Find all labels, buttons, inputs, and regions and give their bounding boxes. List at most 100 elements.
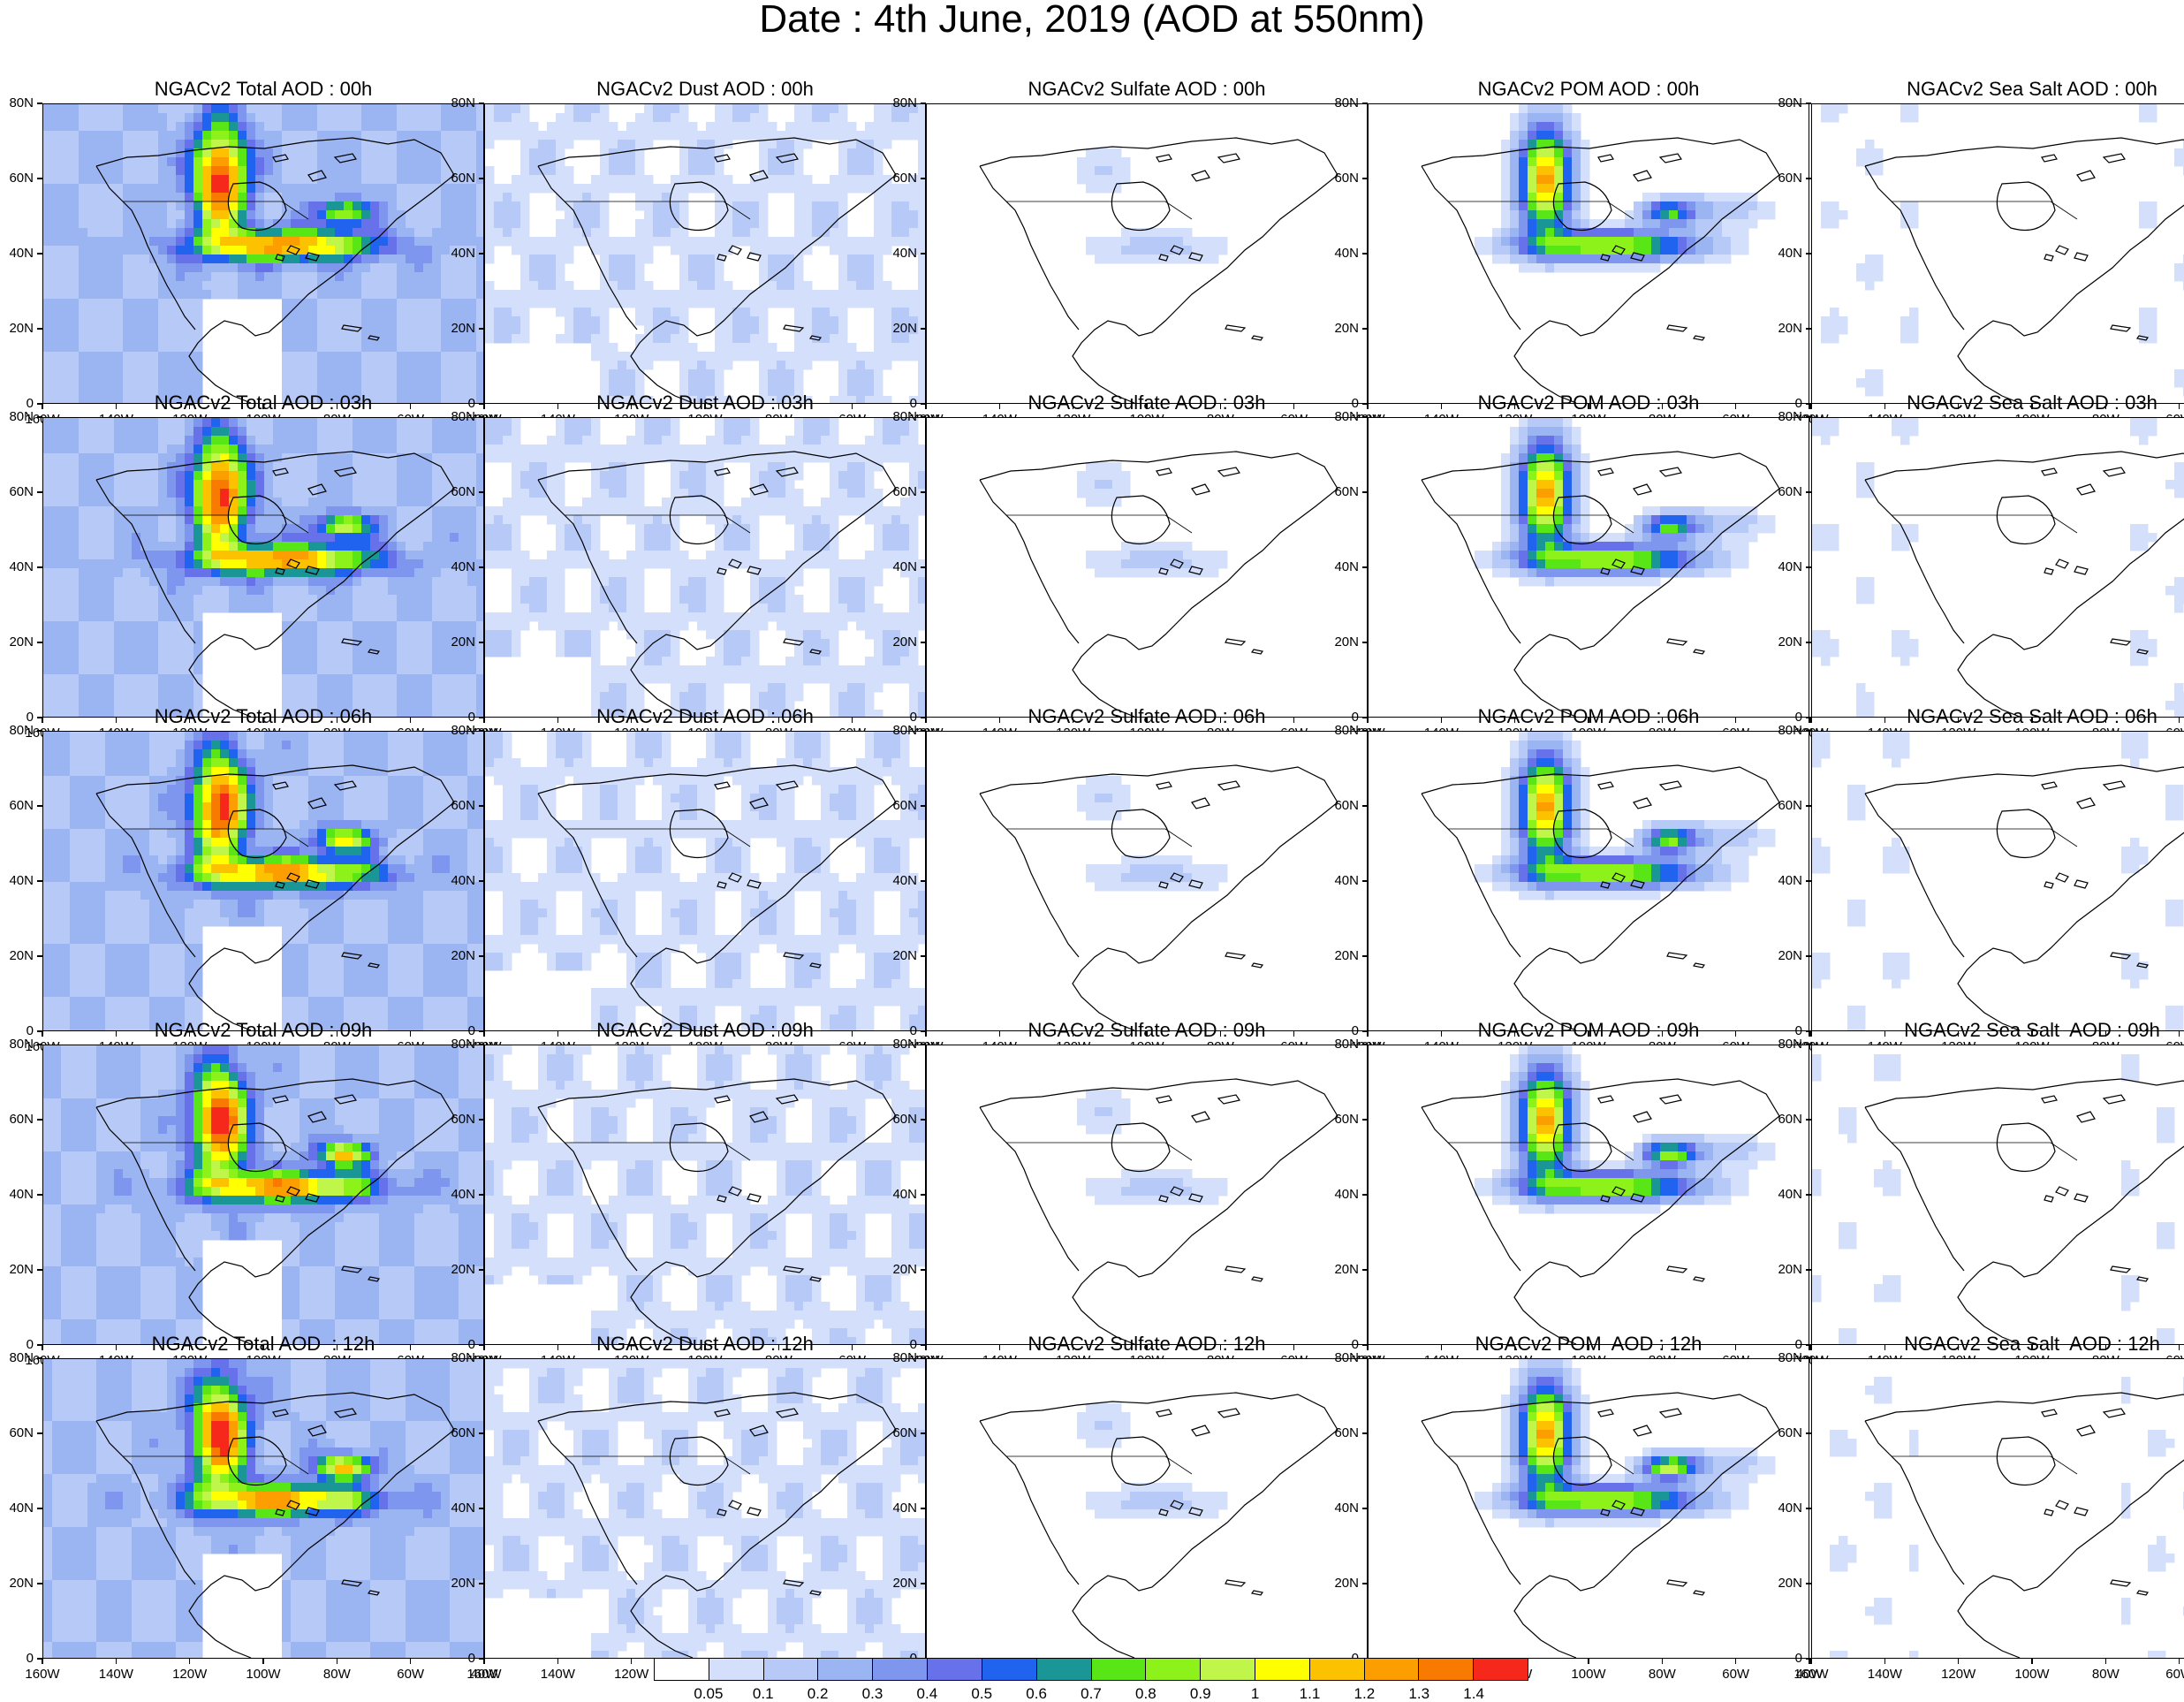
latitude-tick-label: 60N: [9, 1425, 34, 1440]
latitude-tick-label: 80N: [1778, 1037, 1802, 1052]
latitude-tick: [1806, 1044, 1811, 1045]
latitude-tick-label: 60N: [1778, 484, 1802, 499]
latitude-tick: [479, 955, 484, 957]
map-panel: NGACv2 Dust AOD : 09h80N60N40N20N0160W14…: [451, 1020, 939, 1368]
latitude-tick: [37, 1357, 42, 1359]
latitude-tick-label: 80N: [892, 1037, 917, 1052]
longitude-tick: [336, 404, 338, 409]
panel-title: NGACv2 Dust AOD : 00h: [596, 78, 814, 100]
map-panel: NGACv2 Sulfate AOD : 00h80N60N40N20N0160…: [892, 79, 1381, 427]
latitude-tick: [479, 1030, 484, 1032]
latitude-tick-label: 60N: [9, 484, 34, 499]
panel-title: NGACv2 Sea Salt AOD : 03h: [1907, 391, 2157, 414]
latitude-tick: [921, 1432, 926, 1434]
latitude-tick: [1806, 880, 1811, 882]
longitude-tick: [1072, 1031, 1074, 1037]
latitude-tick: [1362, 103, 1368, 104]
longitude-tick: [630, 1031, 633, 1037]
coastline: [1600, 872, 1645, 889]
colorbar-label: 1: [1250, 1685, 1260, 1702]
latitude-tick: [921, 1044, 926, 1045]
map-frame: [1368, 417, 1809, 718]
map-frame: [926, 731, 1368, 1031]
longitude-tick-label: 140W: [540, 1667, 575, 1682]
latitude-tick-label: 0: [1794, 1337, 1802, 1352]
longitude-tick: [188, 1345, 191, 1350]
latitude-tick: [37, 328, 42, 330]
coastline: [1421, 137, 1780, 403]
latitude-tick: [921, 880, 926, 882]
coastline: [714, 467, 822, 655]
aod-field-map: [979, 1078, 1338, 1344]
colorbar-label: 0.6: [1026, 1685, 1047, 1702]
latitude-tick-label: 80N: [9, 1350, 34, 1365]
aod-field-map: [1812, 418, 2184, 717]
coastline: [979, 1078, 1338, 1344]
latitude-tick-label: 40N: [892, 1187, 917, 1202]
longitude-tick: [998, 718, 1001, 723]
border-line: [1006, 201, 1193, 220]
panel-title: NGACv2 Total AOD : 06h: [154, 705, 373, 727]
longitude-tick: [2104, 1031, 2107, 1037]
map-panel: NGACv2 Total AOD : 09h80N60N40N20N0160W1…: [9, 1020, 497, 1368]
coastline: [1421, 764, 1780, 1030]
aod-field-map: [1830, 1377, 2184, 1658]
latitude-tick-label: 20N: [1778, 634, 1802, 650]
latitude-tick-label: 20N: [1778, 321, 1802, 336]
latitude-tick-label: 20N: [1334, 634, 1359, 650]
latitude-tick: [1362, 416, 1368, 418]
latitude-tick: [1362, 1357, 1368, 1359]
longitude-tick-label: 40W: [1795, 1667, 1824, 1682]
longitude-tick: [630, 718, 633, 723]
coastline: [95, 1078, 455, 1344]
colorbar-swatch: [763, 1659, 819, 1680]
latitude-tick-label: 80N: [892, 95, 917, 110]
coastline: [2044, 245, 2089, 262]
map-panel: NGACv2 Dust AOD : 06h80N60N40N20N0160W14…: [451, 706, 939, 1054]
latitude-tick-label: 40N: [1334, 559, 1359, 574]
latitude-tick: [921, 1357, 926, 1359]
coastline: [717, 1500, 762, 1516]
latitude-tick-label: 0: [467, 1337, 475, 1352]
coastline: [272, 780, 380, 969]
aod-field-map: [43, 104, 483, 403]
latitude-tick-label: 80N: [1778, 95, 1802, 110]
latitude-tick-label: 0: [1794, 1023, 1802, 1038]
map-panel: NGACv2 Total AOD : 06h80N60N40N20N0160W1…: [9, 706, 497, 1054]
latitude-tick-label: 40N: [1334, 246, 1359, 261]
coastline: [714, 153, 822, 341]
colorbar: [654, 1658, 1528, 1681]
border-line: [565, 201, 751, 220]
map-frame: [1811, 731, 2184, 1031]
aod-field-map: [485, 104, 925, 403]
colorbar-swatch: [1036, 1659, 1092, 1680]
latitude-tick-label: 40N: [451, 246, 475, 261]
longitude-tick: [1588, 718, 1589, 723]
map-panel: NGACv2 Total AOD : 12h 80N 60N 40N 20N 0 160W 1…: [9, 1333, 497, 1682]
border-line: [1892, 201, 2078, 220]
latitude-tick-label: 80N: [1334, 95, 1359, 110]
longitude-tick: [188, 404, 191, 409]
latitude-tick: [1362, 730, 1368, 732]
latitude-tick-label: 60N: [1334, 798, 1359, 813]
coastline: [717, 558, 762, 575]
longitude-tick: [1734, 404, 1737, 409]
latitude-tick: [921, 1508, 926, 1509]
coastline: [1156, 1094, 1263, 1282]
latitude-tick-label: 20N: [892, 948, 917, 963]
latitude-tick-label: 60N: [1334, 1425, 1359, 1440]
aod-field-map: [43, 418, 483, 717]
latitude-tick-label: 80N: [451, 409, 475, 424]
longitude-tick: [777, 1345, 780, 1350]
latitude-tick: [1806, 955, 1811, 957]
latitude-tick-label: 0: [26, 1337, 34, 1352]
longitude-tick: [1293, 718, 1295, 723]
coastline: [95, 451, 455, 717]
longitude-tick: [1588, 1345, 1589, 1350]
border-line: [1448, 1142, 1634, 1161]
coastline: [537, 1392, 897, 1658]
coastline: [669, 181, 729, 232]
longitude-tick: [2031, 1659, 2033, 1664]
longitude-tick: [336, 1659, 338, 1664]
longitude-tick: [557, 1345, 559, 1350]
